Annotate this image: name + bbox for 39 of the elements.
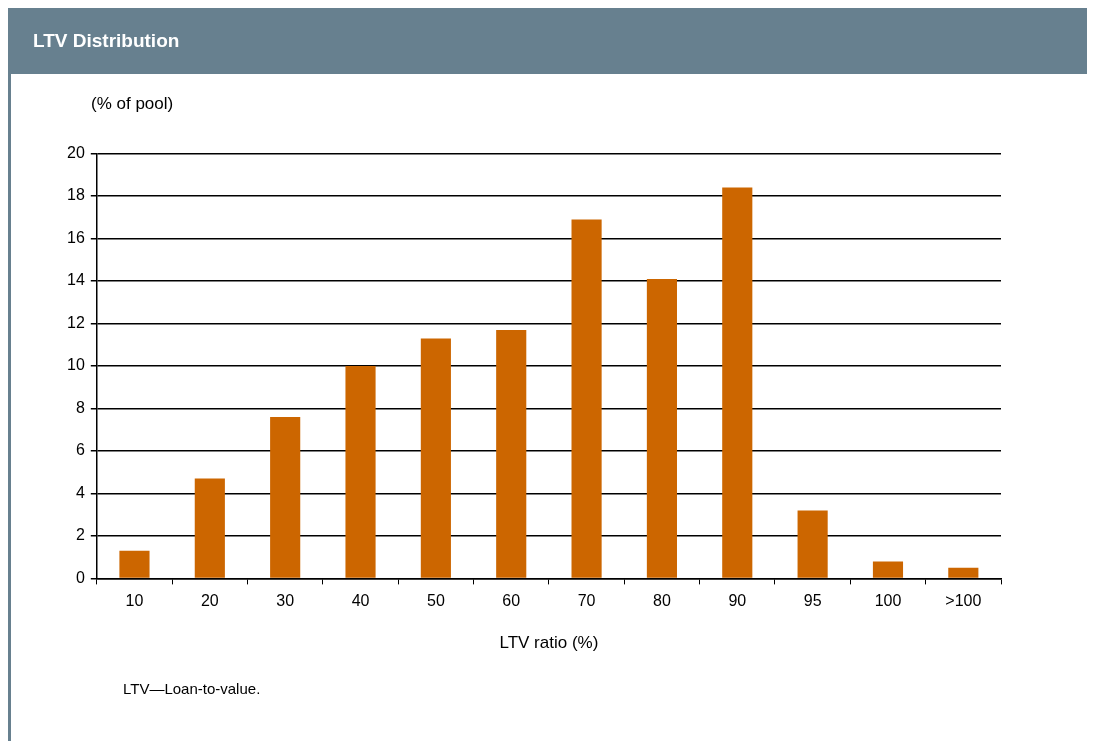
y-tick-label: 20 bbox=[67, 144, 85, 162]
x-tick-label: 70 bbox=[577, 592, 596, 610]
x-axis-title: LTV ratio (%) bbox=[499, 633, 599, 653]
y-tick-label: 4 bbox=[75, 483, 85, 501]
y-tick-label: 14 bbox=[67, 271, 85, 289]
y-tick-label: 12 bbox=[67, 313, 85, 331]
y-tick-label: 2 bbox=[75, 526, 85, 544]
y-tick-label: 6 bbox=[75, 441, 85, 459]
bar bbox=[872, 561, 904, 578]
text: LTV—Loan-to-value. bbox=[123, 680, 262, 697]
x-tick-label: 30 bbox=[276, 592, 295, 610]
bar bbox=[948, 567, 979, 578]
y-tick-label: 0 bbox=[75, 568, 85, 586]
bar bbox=[194, 478, 225, 578]
y-tick-label: 8 bbox=[75, 398, 85, 416]
x-tick-label: 10 bbox=[125, 592, 144, 610]
bar bbox=[646, 278, 677, 578]
bar bbox=[571, 219, 602, 578]
y-tick-label: 16 bbox=[67, 228, 85, 246]
x-tick-label: 40 bbox=[351, 592, 370, 610]
bar bbox=[345, 366, 376, 578]
x-tick-label: 50 bbox=[426, 592, 445, 610]
x-tick-label: 60 bbox=[502, 592, 521, 610]
bar bbox=[496, 329, 527, 578]
y-tick-label: 18 bbox=[67, 186, 85, 204]
x-tick-label: 80 bbox=[653, 592, 671, 610]
bar bbox=[722, 187, 753, 578]
bar bbox=[119, 550, 150, 578]
x-tick-label: 95 bbox=[803, 592, 822, 610]
bar bbox=[270, 416, 301, 578]
bar bbox=[420, 338, 451, 578]
x-tick-label: 90 bbox=[728, 592, 747, 610]
chart-title: LTV Distribution bbox=[11, 8, 1087, 74]
y-axis-title: (% of pool) bbox=[91, 94, 175, 115]
x-tick-label: 20 bbox=[200, 592, 219, 610]
x-tick-label: 100 bbox=[874, 592, 902, 610]
bar bbox=[797, 510, 828, 578]
x-tick-label: >100 bbox=[945, 592, 982, 610]
y-tick-label: 10 bbox=[67, 356, 85, 374]
